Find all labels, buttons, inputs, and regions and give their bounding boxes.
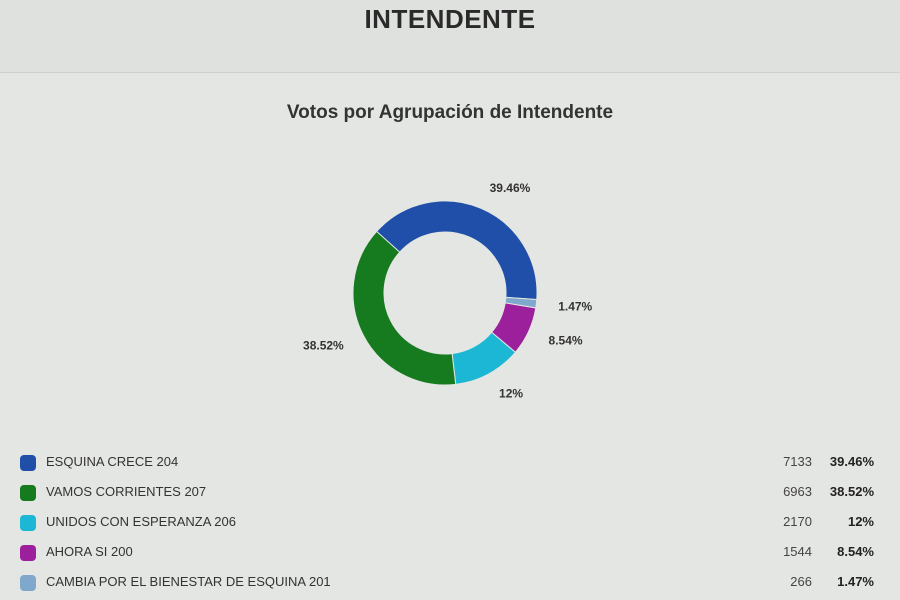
- vote-percent: 38.52%: [829, 484, 874, 499]
- vote-count: 2170: [783, 514, 812, 529]
- legend-swatch: [20, 575, 36, 591]
- legend-item[interactable]: UNIDOS CON ESPERANZA 206 2170 12%: [20, 512, 880, 536]
- legend-item[interactable]: CAMBIA POR EL BIENESTAR DE ESQUINA 201 2…: [20, 572, 880, 596]
- vote-count: 7133: [783, 454, 812, 469]
- chart-title: Votos por Agrupación de Intendente: [286, 102, 614, 123]
- legend-label: AHORA SI 200: [46, 544, 133, 559]
- legend-label: ESQUINA CRECE 204: [46, 454, 179, 469]
- vote-percent: 39.46%: [829, 454, 874, 469]
- page-header: INTENDENTE: [0, 0, 900, 73]
- data-label: 38.52%: [303, 338, 344, 352]
- legend-label: CAMBIA POR EL BIENESTAR DE ESQUINA 201: [46, 574, 331, 589]
- vote-count: 266: [790, 574, 812, 589]
- donut-slice[interactable]: [375, 200, 538, 301]
- legend-item[interactable]: ESQUINA CRECE 204 7133 39.46%: [20, 452, 880, 476]
- legend-item[interactable]: AHORA SI 200 1544 8.54%: [20, 542, 880, 566]
- donut-slice[interactable]: [352, 230, 457, 386]
- vote-count: 1544: [783, 544, 812, 559]
- legend-swatch: [20, 485, 36, 501]
- data-label: 1.47%: [558, 299, 592, 313]
- vote-percent: 1.47%: [837, 574, 874, 589]
- legend-item[interactable]: VAMOS CORRIENTES 207 6963 38.52%: [20, 482, 880, 506]
- legend-swatch: [20, 455, 36, 471]
- data-label: 12%: [499, 386, 523, 400]
- legend-label: VAMOS CORRIENTES 207: [46, 484, 207, 499]
- donut-chart: 39.46% 1.47% 8.54% 12% 38.52%: [303, 181, 593, 400]
- data-label: 8.54%: [549, 334, 583, 348]
- legend-label: UNIDOS CON ESPERANZA 206: [46, 514, 236, 529]
- vote-count: 6963: [783, 484, 812, 499]
- legend-swatch: [20, 545, 36, 561]
- vote-percent: 8.54%: [837, 544, 874, 559]
- legend-swatch: [20, 515, 36, 531]
- data-label: 39.46%: [490, 181, 531, 195]
- vote-percent: 12%: [847, 514, 874, 529]
- page-title: INTENDENTE: [364, 4, 536, 34]
